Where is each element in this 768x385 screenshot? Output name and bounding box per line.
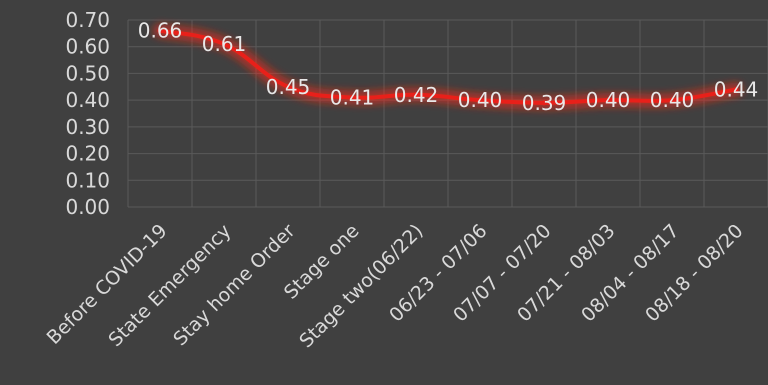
y-tick-label: 0.50: [65, 61, 110, 85]
data-label: 0.40: [458, 88, 503, 112]
data-point: [413, 92, 419, 98]
data-labels: 0.66 0.61 0.45 0.41 0.42 0.40 0.39 0.40 0.40 0.44: [138, 19, 759, 115]
y-tick-label: 0.40: [65, 88, 110, 112]
data-label: 0.41: [330, 85, 375, 109]
data-point: [733, 86, 739, 92]
data-label: 0.61: [202, 32, 247, 56]
data-label: 0.39: [522, 91, 567, 115]
data-label: 0.40: [586, 88, 631, 112]
data-point: [157, 28, 163, 34]
data-label: 0.40: [650, 88, 695, 112]
data-label: 0.45: [266, 75, 311, 99]
y-tick-label: 0.30: [65, 115, 110, 139]
y-tick-label: 0.60: [65, 35, 110, 59]
gridlines: [127, 19, 768, 208]
data-point: [285, 84, 291, 90]
data-point: [605, 97, 611, 103]
y-tick-label: 0.20: [65, 142, 110, 166]
y-tick-label: 0.10: [65, 168, 110, 192]
data-point: [669, 97, 675, 103]
y-axis: 0.00 0.100.20 0.30 0.40 0.500.60 0.70: [65, 8, 110, 219]
data-label: 0.42: [394, 83, 439, 107]
data-point: [221, 41, 227, 47]
data-point: [349, 94, 355, 100]
series-line: [158, 28, 738, 105]
data-point: [477, 97, 483, 103]
series-layer: [153, 23, 743, 110]
data-point: [541, 100, 547, 106]
data-label: 0.66: [138, 19, 183, 43]
y-tick-label: 0.70: [65, 8, 110, 32]
y-tick-label: 0.00: [65, 195, 110, 219]
data-label: 0.44: [714, 77, 759, 101]
